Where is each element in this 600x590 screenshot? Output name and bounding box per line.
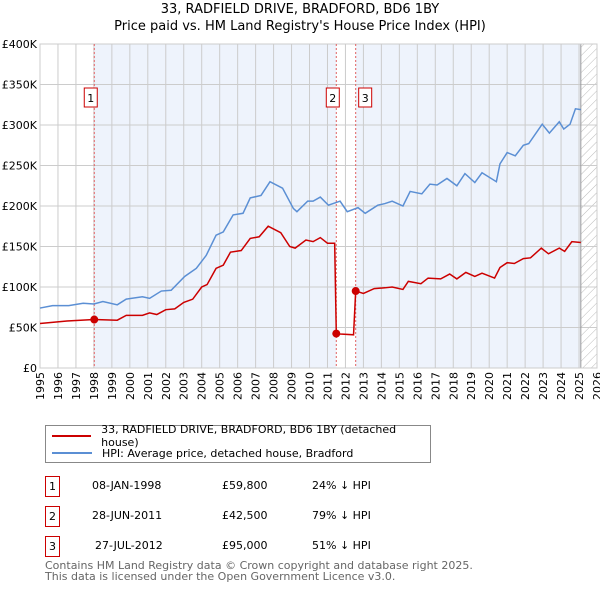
x-tick-label: 2004 — [196, 372, 209, 400]
sale-hpi-diff: 79% ↓ HPI — [312, 509, 371, 522]
y-tick-label: £200K — [2, 200, 38, 213]
legend-swatch-blue — [52, 452, 92, 454]
y-tick-label: £50K — [9, 322, 38, 335]
x-tick-label: 2011 — [321, 372, 334, 400]
x-tick-label: 2005 — [214, 372, 227, 400]
sale-price: £59,800 — [222, 479, 268, 492]
x-tick-label: 2010 — [304, 372, 317, 400]
x-tick-label: 2025 — [573, 372, 586, 400]
x-tick-label: 1999 — [106, 372, 119, 400]
x-tick-label: 2019 — [465, 372, 478, 400]
x-tick-label: 1998 — [88, 372, 101, 400]
x-tick-label: 2012 — [339, 372, 352, 400]
sale-label-box — [325, 87, 340, 108]
x-tick-label: 2007 — [250, 372, 263, 400]
sale-point — [90, 315, 99, 324]
sale-number-box: 1 — [45, 476, 60, 497]
sale-date: 27-JUL-2012 — [95, 539, 163, 552]
sale-number-box: 3 — [45, 536, 60, 557]
sale-hpi-diff: 51% ↓ HPI — [312, 539, 371, 552]
series-line — [39, 107, 581, 309]
sale-label-number: 3 — [362, 92, 369, 105]
x-tick-label: 2020 — [483, 372, 496, 400]
chart: 1995 1996 1997 1998 1999 2000 2001 2002 2003 2004… — [2, 38, 600, 400]
sale-price: £95,000 — [222, 539, 268, 552]
x-tick-label: 2017 — [429, 372, 442, 400]
plot-frame — [39, 43, 598, 369]
x-tick-label: 2006 — [232, 372, 245, 400]
sale-point — [351, 287, 360, 296]
legend-item-property: 33, RADFIELD DRIVE, BRADFORD, BD6 1BY (d… — [52, 423, 430, 449]
y-tick-label: £300K — [2, 119, 38, 132]
x-tick-label: 2026 — [591, 372, 600, 400]
y-tick-label: £100K — [2, 281, 38, 294]
x-tick-label: 2024 — [555, 372, 568, 400]
x-tick-label: 2018 — [447, 372, 460, 400]
sale-label-box — [83, 87, 98, 108]
y-tick-label: £150K — [2, 241, 38, 254]
sale-date: 08-JAN-1998 — [92, 479, 162, 492]
sale-hpi-diff: 24% ↓ HPI — [312, 479, 371, 492]
sale-label-number: 1 — [87, 92, 94, 105]
x-tick-label: 2000 — [124, 372, 137, 400]
sale-number-box: 2 — [45, 506, 60, 527]
x-tick-label: 2003 — [178, 372, 191, 400]
x-tick-label: 2001 — [142, 372, 155, 400]
legend-label: 33, RADFIELD DRIVE, BRADFORD, BD6 1BY (d… — [101, 423, 397, 449]
sale-label-box — [358, 87, 373, 108]
legend: 33, RADFIELD DRIVE, BRADFORD, BD6 1BY (d… — [45, 423, 431, 463]
sales-table-row: 1 08-JAN-1998 £59,800 24% ↓ HPI — [45, 476, 445, 497]
sale-label-number: 2 — [329, 92, 336, 105]
sales-table-row: 2 28-JUN-2011 £42,500 79% ↓ HPI — [45, 506, 445, 527]
x-tick-label: 1997 — [70, 372, 83, 400]
legend-label: HPI: Average price, detached house, Brad… — [102, 446, 354, 460]
x-tick-label: 2013 — [357, 372, 370, 400]
x-tick-label: 1995 — [34, 372, 47, 400]
x-tick-label: 2009 — [286, 372, 299, 400]
x-tick-label: 2023 — [537, 372, 550, 400]
footer-licence: This data is licensed under the Open Gov… — [45, 570, 396, 583]
chart-subtitle: Price paid vs. HM Land Registry's House … — [114, 19, 486, 34]
y-tick-label: £350K — [2, 79, 38, 92]
x-tick-label: 2002 — [160, 372, 173, 400]
x-tick-label: 1996 — [52, 372, 65, 400]
y-tick-label: £0 — [23, 362, 37, 375]
footer-copyright: Contains HM Land Registry data © Crown c… — [45, 559, 473, 572]
x-tick-label: 2021 — [501, 372, 514, 400]
x-tick-label: 2008 — [268, 372, 281, 400]
legend-swatch-red — [52, 435, 92, 437]
chart-title: 33, RADFIELD DRIVE, BRADFORD, BD6 1BY — [160, 2, 440, 17]
x-tick-label: 2022 — [519, 372, 532, 400]
x-tick-label: 2014 — [375, 372, 388, 400]
x-tick-label: 2016 — [411, 372, 424, 400]
y-tick-label: £400K — [2, 38, 38, 51]
sales-table-row: 3 27-JUL-2012 £95,000 51% ↓ HPI — [45, 536, 445, 557]
y-tick-label: £250K — [2, 160, 38, 173]
sale-date: 28-JUN-2011 — [92, 509, 163, 522]
legend-item-hpi: HPI: Average price, detached house, Brad… — [52, 445, 353, 461]
sale-point — [332, 329, 341, 338]
sale-price: £42,500 — [222, 509, 268, 522]
x-tick-label: 2015 — [393, 372, 406, 400]
